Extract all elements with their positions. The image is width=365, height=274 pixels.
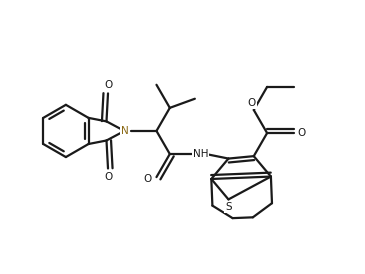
Text: O: O — [104, 172, 112, 182]
Text: N: N — [120, 126, 128, 136]
Text: O: O — [297, 128, 306, 138]
Text: O: O — [144, 174, 152, 184]
Text: NH: NH — [193, 149, 208, 159]
Text: O: O — [248, 98, 256, 108]
Text: S: S — [225, 202, 232, 212]
Text: O: O — [104, 80, 112, 90]
